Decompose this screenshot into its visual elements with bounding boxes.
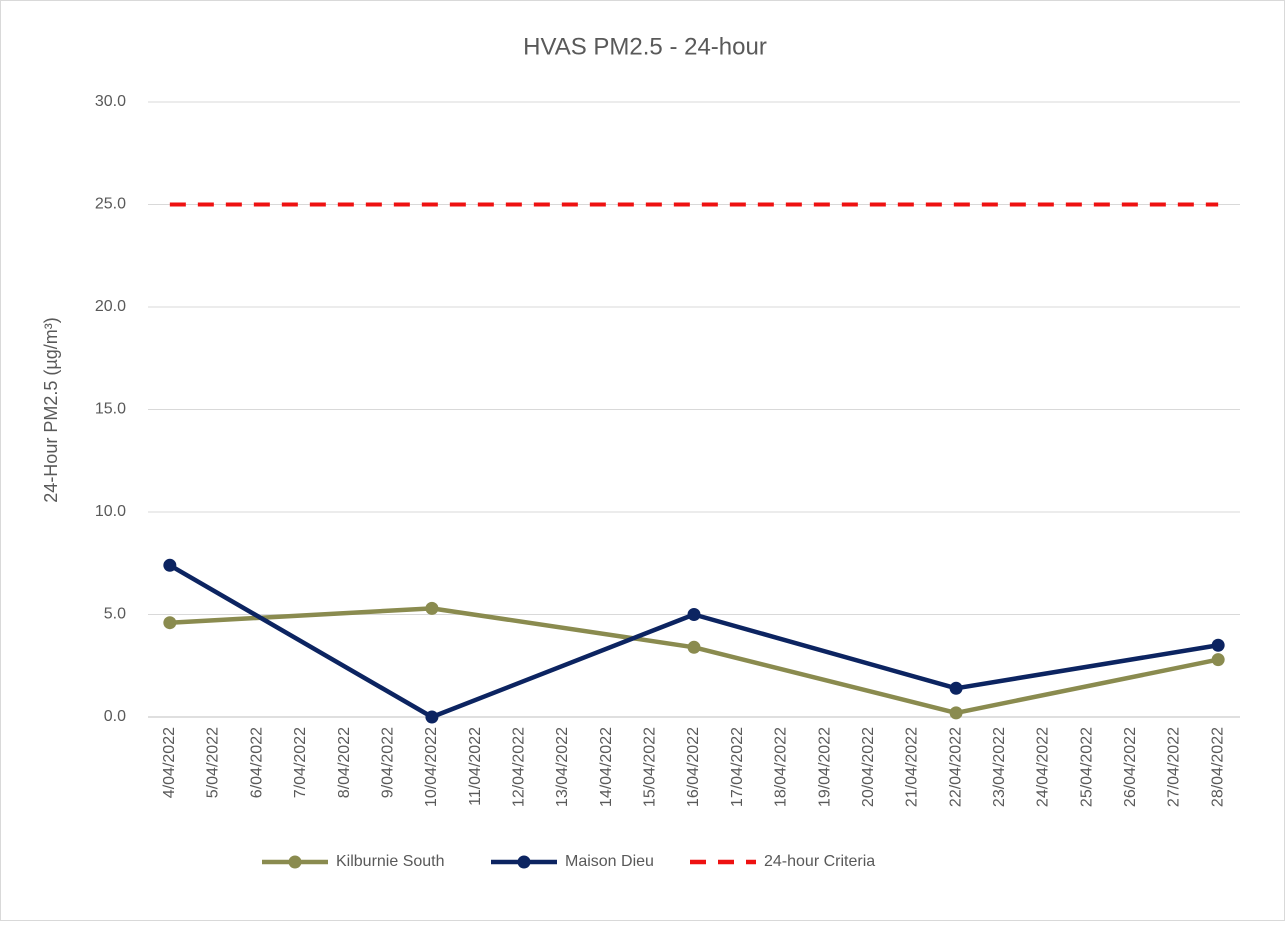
x-tick-label: 25/04/2022 — [1078, 727, 1095, 807]
y-tick-label: 25.0 — [95, 196, 126, 213]
data-point — [1211, 638, 1225, 652]
x-tick-label: 27/04/2022 — [1166, 727, 1183, 807]
x-tick-label: 17/04/2022 — [729, 727, 746, 807]
x-tick-label: 18/04/2022 — [773, 727, 790, 807]
x-tick-label: 12/04/2022 — [510, 727, 527, 807]
x-tick-label: 6/04/2022 — [248, 727, 265, 798]
data-point — [163, 558, 177, 572]
legend-marker — [288, 855, 302, 869]
y-tick-label: 10.0 — [95, 503, 126, 520]
x-tick-label: 9/04/2022 — [379, 727, 396, 798]
x-tick-label: 16/04/2022 — [685, 727, 702, 807]
x-tick-label: 20/04/2022 — [860, 727, 877, 807]
data-point — [949, 681, 963, 695]
x-tick-label: 10/04/2022 — [423, 727, 440, 807]
x-tick-label: 23/04/2022 — [991, 727, 1008, 807]
legend-label: Maison Dieu — [565, 853, 654, 870]
y-tick-label: 0.0 — [104, 708, 126, 725]
x-tick-label: 19/04/2022 — [816, 727, 833, 807]
x-tick-label: 24/04/2022 — [1035, 727, 1052, 807]
data-point — [687, 640, 701, 654]
x-tick-label: 13/04/2022 — [554, 727, 571, 807]
data-point — [949, 706, 963, 720]
x-tick-label: 28/04/2022 — [1209, 727, 1226, 807]
y-tick-label: 20.0 — [95, 298, 126, 315]
x-tick-label: 4/04/2022 — [161, 727, 178, 798]
y-axis-label: 24-Hour PM2.5 (µg/m³) — [41, 317, 61, 502]
x-tick-label: 21/04/2022 — [904, 727, 921, 807]
x-tick-label: 15/04/2022 — [642, 727, 659, 807]
x-tick-label: 7/04/2022 — [292, 727, 309, 798]
y-tick-label: 5.0 — [104, 606, 126, 623]
x-tick-label: 8/04/2022 — [336, 727, 353, 798]
data-point — [1211, 653, 1225, 667]
legend-marker — [517, 855, 531, 869]
y-tick-label: 30.0 — [95, 93, 126, 110]
y-tick-label: 15.0 — [95, 401, 126, 418]
data-point — [425, 601, 439, 615]
legend-label: 24-hour Criteria — [764, 853, 875, 870]
x-tick-label: 11/04/2022 — [467, 727, 484, 806]
data-point — [425, 710, 439, 724]
x-tick-label: 5/04/2022 — [205, 727, 222, 798]
x-tick-label: 22/04/2022 — [947, 727, 964, 807]
x-tick-label: 26/04/2022 — [1122, 727, 1139, 807]
data-point — [687, 608, 701, 621]
chart-title: HVAS PM2.5 - 24-hour — [523, 33, 767, 60]
data-point — [163, 616, 177, 630]
x-tick-label: 14/04/2022 — [598, 727, 615, 807]
legend-label: Kilburnie South — [336, 853, 445, 870]
